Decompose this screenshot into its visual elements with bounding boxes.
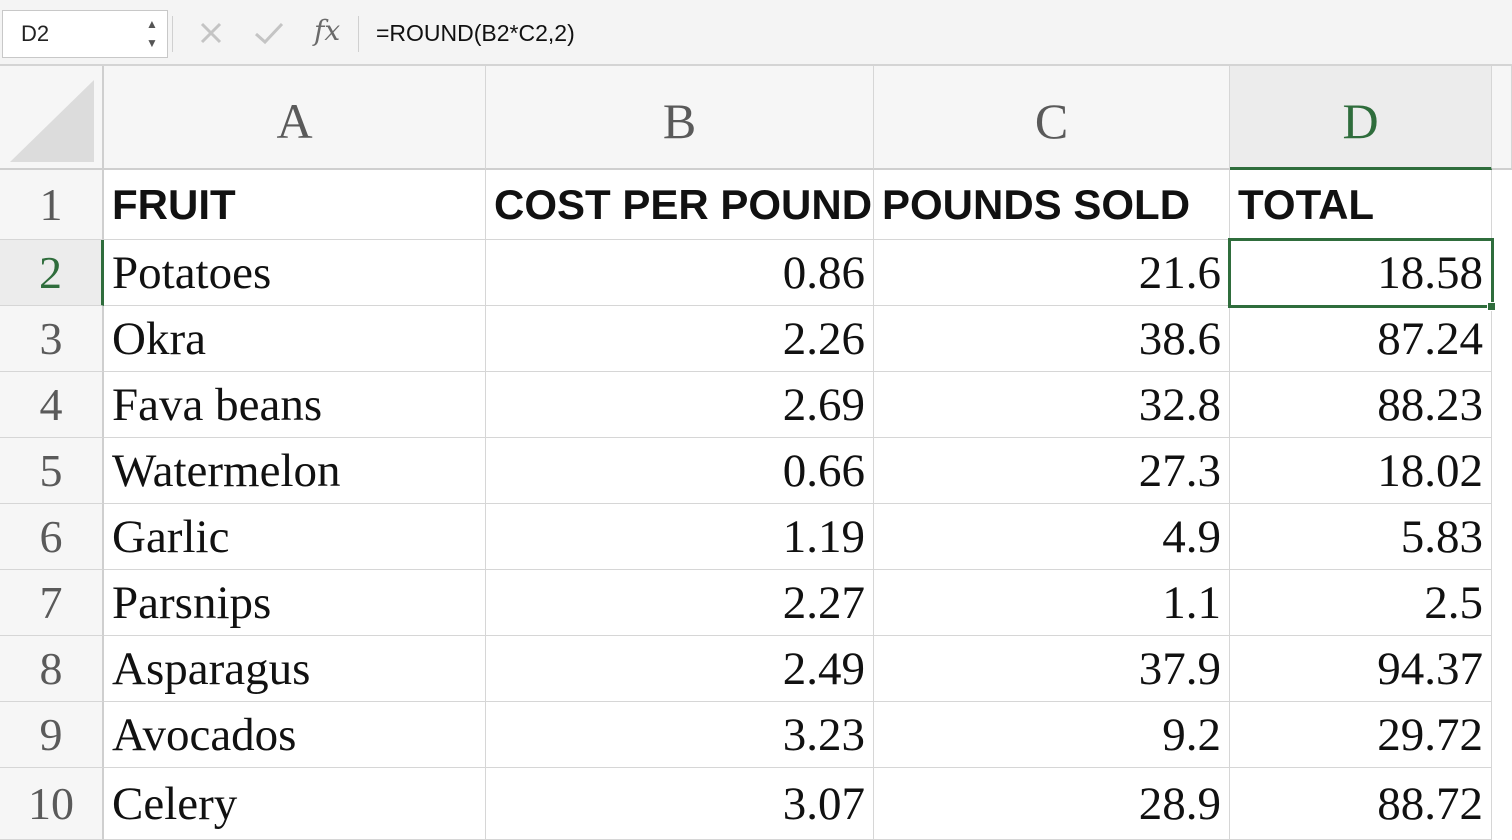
- cell-c10[interactable]: 28.9: [874, 768, 1230, 840]
- column-header-d[interactable]: D: [1230, 66, 1492, 170]
- cell-d4[interactable]: 88.23: [1230, 372, 1492, 438]
- cell-a2[interactable]: Potatoes: [104, 240, 486, 306]
- cell-d8[interactable]: 94.37: [1230, 636, 1492, 702]
- formula-input[interactable]: =ROUND(B2*C2,2): [376, 20, 575, 46]
- cell-c5[interactable]: 27.3: [874, 438, 1230, 504]
- cell-c1[interactable]: POUNDS SOLD: [874, 170, 1230, 240]
- cell-c2[interactable]: 21.6: [874, 240, 1230, 306]
- cell-b7[interactable]: 2.27: [486, 570, 874, 636]
- row-header-5[interactable]: 5: [0, 438, 104, 504]
- name-box-value: D2: [21, 21, 50, 46]
- cell-b3[interactable]: 2.26: [486, 306, 874, 372]
- enter-check-icon[interactable]: [252, 12, 286, 54]
- cell-b6[interactable]: 1.19: [486, 504, 874, 570]
- divider: [358, 16, 359, 52]
- cell-a9[interactable]: Avocados: [104, 702, 486, 768]
- cell-d9[interactable]: 29.72: [1230, 702, 1492, 768]
- cell-b9[interactable]: 3.23: [486, 702, 874, 768]
- name-box-stepper[interactable]: ▲ ▼: [145, 15, 159, 53]
- row-header-9[interactable]: 9: [0, 702, 104, 768]
- name-box[interactable]: D2 ▲ ▼: [2, 10, 168, 58]
- column-header-a[interactable]: A: [104, 66, 486, 170]
- fx-icon[interactable]: fx: [314, 14, 341, 47]
- cell-b1[interactable]: COST PER POUND: [486, 170, 874, 240]
- cell-d5[interactable]: 18.02: [1230, 438, 1492, 504]
- column-header-b[interactable]: B: [486, 66, 874, 170]
- cell-c9[interactable]: 9.2: [874, 702, 1230, 768]
- cell-a4[interactable]: Fava beans: [104, 372, 486, 438]
- cell-a7[interactable]: Parsnips: [104, 570, 486, 636]
- row-header-7[interactable]: 7: [0, 570, 104, 636]
- cell-b8[interactable]: 2.49: [486, 636, 874, 702]
- row-header-4[interactable]: 4: [0, 372, 104, 438]
- cell-d6[interactable]: 5.83: [1230, 504, 1492, 570]
- cell-d3[interactable]: 87.24: [1230, 306, 1492, 372]
- row-header-6[interactable]: 6: [0, 504, 104, 570]
- cell-d7[interactable]: 2.5: [1230, 570, 1492, 636]
- cell-d1[interactable]: TOTAL: [1230, 170, 1492, 240]
- cell-a10[interactable]: Celery: [104, 768, 486, 840]
- cell-d10[interactable]: 88.72: [1230, 768, 1492, 840]
- cell-a8[interactable]: Asparagus: [104, 636, 486, 702]
- cell-a5[interactable]: Watermelon: [104, 438, 486, 504]
- cancel-icon[interactable]: [196, 12, 226, 54]
- cell-b10[interactable]: 3.07: [486, 768, 874, 840]
- cell-c8[interactable]: 37.9: [874, 636, 1230, 702]
- row-header-2[interactable]: 2: [0, 240, 104, 306]
- cell-a1[interactable]: FRUIT: [104, 170, 486, 240]
- cell-b5[interactable]: 0.66: [486, 438, 874, 504]
- cell-b4[interactable]: 2.69: [486, 372, 874, 438]
- cell-c4[interactable]: 32.8: [874, 372, 1230, 438]
- spreadsheet-grid: A B C D 1 FRUIT COST PER POUND POUNDS SO…: [0, 66, 1512, 840]
- cell-c3[interactable]: 38.6: [874, 306, 1230, 372]
- column-header-c[interactable]: C: [874, 66, 1230, 170]
- row-header-8[interactable]: 8: [0, 636, 104, 702]
- formula-bar: D2 ▲ ▼ fx =ROUND(B2*C2,2): [0, 0, 1512, 66]
- cell-b2[interactable]: 0.86: [486, 240, 874, 306]
- cell-c7[interactable]: 1.1: [874, 570, 1230, 636]
- cell-a6[interactable]: Garlic: [104, 504, 486, 570]
- row-header-1[interactable]: 1: [0, 170, 104, 240]
- column-header-e[interactable]: [1492, 66, 1512, 170]
- cell-a3[interactable]: Okra: [104, 306, 486, 372]
- row-header-10[interactable]: 10: [0, 768, 104, 840]
- divider: [172, 16, 173, 52]
- cell-c6[interactable]: 4.9: [874, 504, 1230, 570]
- select-all-triangle-icon: [10, 80, 94, 162]
- row-header-3[interactable]: 3: [0, 306, 104, 372]
- select-all-corner[interactable]: [0, 66, 104, 170]
- chevron-down-icon[interactable]: ▼: [146, 36, 158, 50]
- fill-handle[interactable]: [1487, 302, 1496, 311]
- chevron-up-icon[interactable]: ▲: [146, 17, 158, 31]
- cell-d2[interactable]: 18.58: [1230, 240, 1492, 306]
